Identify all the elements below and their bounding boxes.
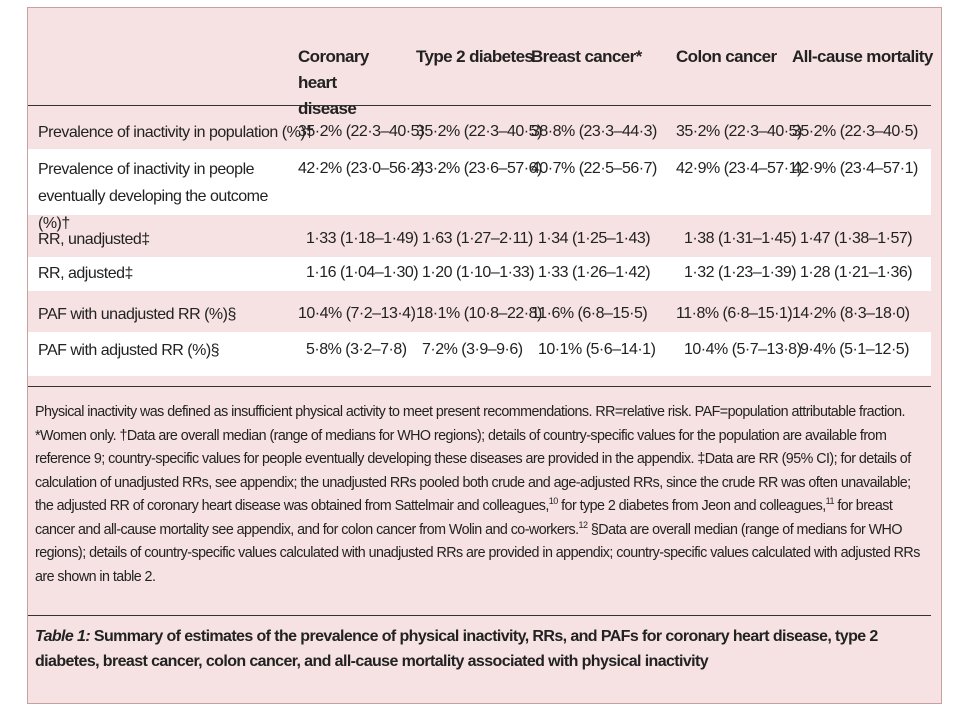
table-cell: 1·32 (1·23–1·39) <box>684 264 797 281</box>
column-header-mortality: All-cause mortality <box>792 47 933 66</box>
table-cell: 42·9% (23·4–57·1) <box>676 160 802 177</box>
caption-rule <box>28 615 931 616</box>
table-cell: 10·4% (7·2–13·4) <box>298 305 416 322</box>
table-panel: Coronary heart disease Type 2 diabetes B… <box>27 7 942 704</box>
table-row: Prevalence of inactivity in population (… <box>28 117 931 149</box>
table-cell: 1·63 (1·27–2·11) <box>422 230 533 247</box>
table-row: RR, adjusted‡ 1·16 (1·04–1·30) 1·20 (1·1… <box>28 257 931 291</box>
row-label: PAF with adjusted RR (%)§ <box>38 342 220 359</box>
table-cell: 1·28 (1·21–1·36) <box>800 264 913 281</box>
caption-text: Summary of estimates of the prevalence o… <box>35 628 878 670</box>
row-label: Prevalence of inactivity in people event… <box>38 161 268 232</box>
table-cell: 35·2% (22·3–40·5) <box>792 123 918 140</box>
table-cell: 1·47 (1·38–1·57) <box>800 230 913 247</box>
table-cell: 35·2% (22·3–40·5) <box>298 123 424 140</box>
column-header-colon: Colon cancer <box>676 47 777 66</box>
table-cell: 10·1% (5·6–14·1) <box>538 341 656 358</box>
table-cell: 11·8% (6·8–15·1) <box>676 305 793 322</box>
column-header-breast: Breast cancer* <box>531 47 642 66</box>
header-rule <box>28 105 931 106</box>
footnote-text: for type 2 diabetes from Jeon and collea… <box>557 498 826 514</box>
table-cell: 18·1% (10·8–22·8) <box>416 305 542 322</box>
table-cell: 1·34 (1·25–1·43) <box>538 230 651 247</box>
table-footnote: Physical inactivity was defined as insuf… <box>35 401 930 589</box>
table-row: RR, unadjusted‡ 1·33 (1·18–1·49) 1·63 (1… <box>28 223 931 257</box>
table-cell: 35·2% (22·3–40·5) <box>676 123 802 140</box>
row-label: Prevalence of inactivity in population (… <box>38 124 314 141</box>
table-header: Coronary heart disease Type 2 diabetes B… <box>28 8 941 118</box>
footnote-text: Physical inactivity was defined as insuf… <box>35 404 911 514</box>
footnote-ref: 12 <box>578 519 588 530</box>
table-bottom-rule <box>28 386 931 387</box>
table-cell: 40·7% (22·5–56·7) <box>531 160 657 177</box>
table-cell: 42·9% (23·4–57·1) <box>792 160 918 177</box>
table-cell: 1·38 (1·31–1·45) <box>684 230 797 247</box>
footnote-text: §Data are overall median (range of media… <box>35 521 920 585</box>
row-label: RR, unadjusted‡ <box>38 231 150 248</box>
table-cell: 10·4% (5·7–13·8) <box>684 341 802 358</box>
table-cell: 38·8% (23·3–44·3) <box>531 123 657 140</box>
table-cell: 7·2% (3·9–9·6) <box>422 341 523 358</box>
table-row: PAF with unadjusted RR (%)§ 10·4% (7·2–1… <box>28 298 931 332</box>
row-label: PAF with unadjusted RR (%)§ <box>38 306 236 323</box>
footnote-ref: 11 <box>825 496 835 507</box>
table-cell: 9·4% (5·1–12·5) <box>800 341 910 358</box>
table-cell: 14·2% (8·3–18·0) <box>792 305 910 322</box>
table-row: Prevalence of inactivity in people event… <box>28 149 931 232</box>
row-label: RR, adjusted‡ <box>38 265 133 282</box>
table-cell: 42·2% (23·0–56·2) <box>298 160 424 177</box>
column-header-diabetes: Type 2 diabetes <box>416 47 534 66</box>
table-row: PAF with adjusted RR (%)§ 5·8% (3·2–7·8)… <box>28 332 931 376</box>
table-cell: 1·33 (1·26–1·42) <box>538 264 651 281</box>
table-caption: Table 1: Summary of estimates of the pre… <box>35 624 920 674</box>
footnote-text: for breast cancer and all-cause mortalit… <box>35 498 893 538</box>
footnote-ref: 10 <box>548 496 558 507</box>
table-cell: 1·20 (1·10–1·33) <box>422 264 535 281</box>
table-cell: 35·2% (22·3–40·5) <box>416 123 542 140</box>
table-cell: 11·6% (6·8–15·5) <box>531 305 648 322</box>
column-header-coronary: Coronary heart disease <box>298 47 369 118</box>
table-cell: 43·2% (23·6–57·6) <box>416 160 542 177</box>
caption-label: Table 1: <box>35 628 91 645</box>
table-cell: 1·16 (1·04–1·30) <box>306 264 419 281</box>
table-cell: 5·8% (3·2–7·8) <box>306 341 407 358</box>
table-cell: 1·33 (1·18–1·49) <box>306 230 419 247</box>
